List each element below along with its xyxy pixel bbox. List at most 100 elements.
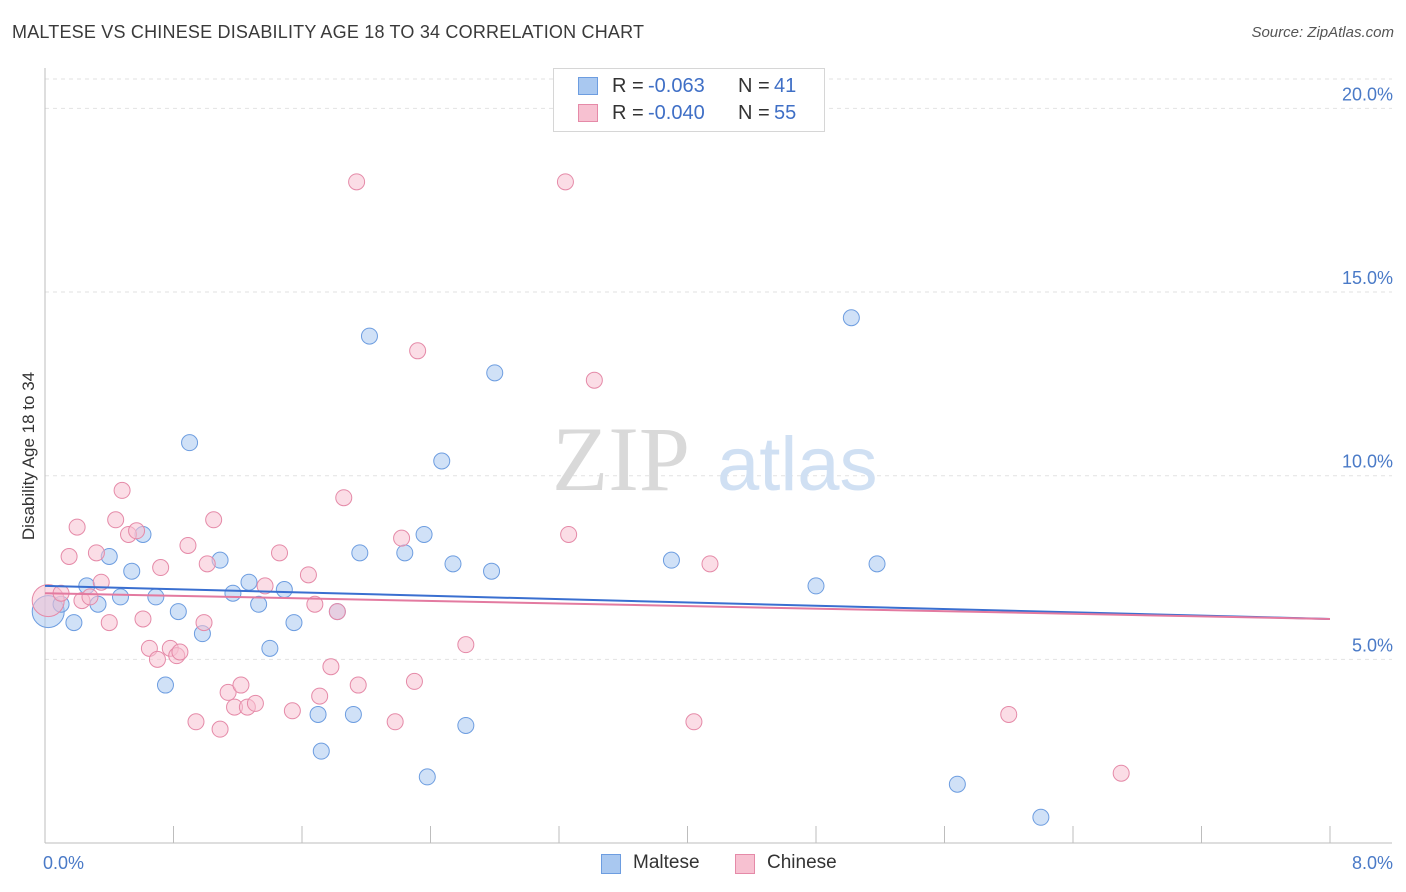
data-point-maltese [1032,808,1050,826]
data-point-maltese [169,603,187,621]
data-point-maltese [111,588,129,606]
data-point-chinese [148,650,166,668]
x-tick-label-min: 0.0% [43,853,84,873]
y-axis-label: Disability Age 18 to 34 [19,372,38,540]
y-tick-label: 15.0% [1342,268,1393,288]
legend-swatch-chinese [578,104,598,122]
data-point-maltese [483,562,501,580]
data-point-maltese [275,581,293,599]
data-point-chinese [349,676,367,694]
data-point-chinese [256,577,274,595]
data-point-maltese [662,551,680,569]
data-point-chinese [685,713,703,731]
data-point-maltese [842,309,860,327]
data-point-maltese [351,544,369,562]
data-point-maltese [418,768,436,786]
data-point-chinese [68,518,86,536]
watermark-atlas: atlas [717,422,878,507]
watermark-zip: ZIP [552,408,690,510]
y-tick-label: 10.0% [1342,452,1393,472]
data-point-chinese [60,548,78,565]
data-point-maltese [433,452,451,470]
data-point-chinese [232,676,250,694]
data-point-chinese [134,610,152,628]
data-point-maltese [312,742,330,760]
data-point-chinese [306,595,324,613]
bottom-legend-label-chinese: Chinese [767,852,837,873]
data-point-chinese [195,614,213,632]
y-tick-label: 20.0% [1342,84,1393,104]
data-point-maltese [261,639,279,657]
data-point-chinese [328,603,346,621]
data-point-maltese [396,544,414,562]
data-point-maltese [486,364,504,382]
data-point-chinese [92,573,110,591]
data-point-chinese [219,683,237,701]
data-point-chinese [405,672,423,690]
data-point-chinese [560,525,578,543]
data-point-chinese [152,559,170,577]
data-point-maltese [360,327,378,345]
data-point-chinese [246,694,264,712]
data-point-maltese [948,775,966,793]
legend-r-label: R = [612,75,644,97]
data-point-maltese [147,588,165,606]
legend-r-label: R = [612,102,644,124]
legend-n-label: N = [738,102,770,124]
tick-labels: 5.0% 10.0% 15.0% 20.0% 0.0% 8.0% [43,84,1393,873]
legend-n-value: 55 [774,102,797,124]
data-point-maltese [285,614,303,632]
data-point-chinese [100,614,118,632]
data-point-chinese [87,544,105,562]
legend-r-value: -0.063 [648,75,705,97]
data-point-maltese [415,525,433,543]
legend-swatch-maltese [578,77,598,95]
bottom-legend-label-maltese: Maltese [633,852,700,873]
chart-title: MALTESE VS CHINESE DISABILITY AGE 18 TO … [12,22,645,42]
data-point-chinese [556,173,574,191]
data-point-chinese [1112,764,1130,782]
data-point-maltese [156,676,174,694]
data-point-maltese [123,562,141,580]
data-point-maltese [457,716,475,734]
data-point-chinese [409,342,427,360]
chart-source: Source: ZipAtlas.com [1251,24,1394,41]
data-point-chinese [211,720,229,738]
trend-line-maltese [44,584,1331,620]
data-point-maltese [65,614,83,632]
data-point-chinese [113,481,131,499]
legend-r-value: -0.040 [648,102,705,124]
x-tick-label-max: 8.0% [1352,853,1393,873]
axes [44,68,1392,844]
data-point-maltese [224,584,242,602]
data-point-chinese [585,371,603,389]
data-point-chinese [335,489,353,507]
data-point-chinese [701,555,719,573]
watermark: ZIP atlas [552,408,878,510]
data-point-chinese [187,713,205,731]
data-point-chinese [393,529,411,547]
data-point-chinese [348,173,366,191]
data-point-maltese [807,577,825,595]
legend-n-label: N = [738,75,770,97]
data-point-chinese [205,511,223,529]
data-point-chinese [283,702,301,720]
legend-n-value: 41 [774,75,797,97]
data-point-chinese [107,511,125,529]
data-point-maltese [240,573,258,591]
data-points [31,173,1130,826]
data-point-chinese [81,588,99,606]
data-point-maltese [344,705,362,723]
data-point-chinese [128,522,146,540]
data-point-chinese [311,687,329,705]
data-point-chinese [271,544,289,562]
data-point-maltese [250,595,268,613]
bottom-legend-swatch-chinese [735,854,755,874]
y-tick-label: 5.0% [1352,635,1393,655]
data-point-maltese [181,434,199,452]
data-point-maltese [868,555,886,573]
data-point-chinese [457,636,475,654]
data-point-chinese [299,566,317,584]
trend-line-chinese [44,592,1331,620]
